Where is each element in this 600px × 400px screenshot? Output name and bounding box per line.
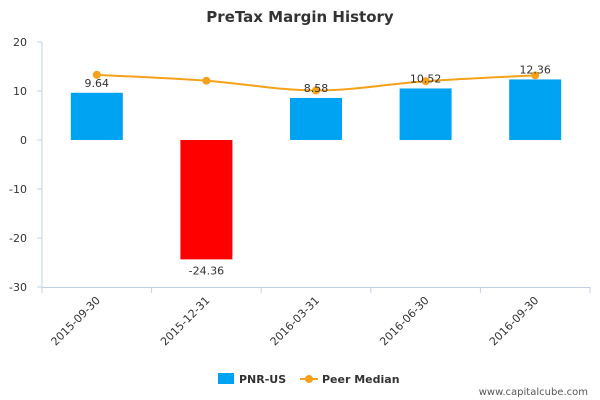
data-label: 9.64 [85, 77, 110, 90]
legend[interactable]: PNR-US Peer Median [218, 373, 400, 386]
legend-label-pnr[interactable]: PNR-US [239, 373, 286, 386]
bar-series [70, 79, 562, 260]
bar[interactable] [180, 140, 233, 260]
x-tick-label: 2015-12-31 [158, 294, 212, 348]
peer-median-series [92, 70, 540, 95]
x-tick-label: 2016-09-30 [487, 294, 541, 348]
y-tick-label: 0 [20, 134, 27, 147]
bar[interactable] [399, 88, 452, 140]
legend-label-peer[interactable]: Peer Median [322, 373, 400, 386]
y-tick-label: -30 [9, 281, 27, 294]
bar[interactable] [290, 97, 342, 140]
y-tick-label: 20 [13, 36, 27, 49]
peer-median-point[interactable] [421, 77, 430, 86]
chart-title: PreTax Margin History [206, 8, 394, 26]
x-tick-label: 2016-06-30 [377, 294, 431, 348]
legend-swatch-pnr[interactable] [218, 373, 234, 384]
bar[interactable] [70, 92, 123, 140]
y-tick-label: 10 [13, 85, 27, 98]
data-label: 8.58 [304, 82, 329, 95]
data-label: 12.36 [519, 63, 551, 76]
peer-median-point[interactable] [92, 70, 101, 79]
y-tick-label: -20 [9, 232, 27, 245]
peer-median-point[interactable] [531, 71, 540, 80]
legend-marker-peer[interactable] [305, 375, 313, 383]
x-tick-label: 2016-03-31 [268, 294, 322, 348]
data-labels: 9.64 -24.36 8.58 10.52 12.36 [85, 63, 551, 277]
credit-text: www.capitalcube.com [479, 387, 588, 398]
y-tick-label: -10 [9, 183, 27, 196]
bar[interactable] [509, 79, 562, 140]
peer-median-point[interactable] [312, 86, 320, 95]
data-label: 10.52 [410, 72, 442, 85]
x-tick-label: 2015-09-30 [49, 294, 103, 348]
peer-median-point[interactable] [202, 76, 211, 85]
data-label: -24.36 [189, 264, 224, 277]
